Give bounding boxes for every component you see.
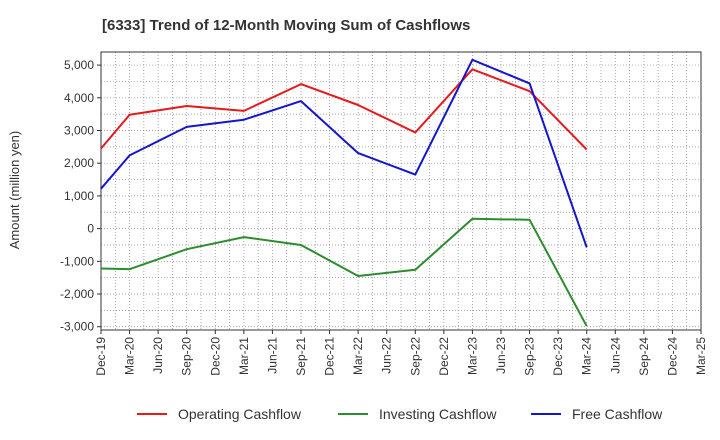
y-tick-label: 0 [87,222,94,236]
operating-cashflow-legend-label: Operating Cashflow [178,406,302,422]
plot-area [100,51,702,331]
x-tick-label: Mar-20 [123,337,137,375]
y-tick-label: 3,000 [64,123,94,137]
x-tick-label: Dec-23 [551,337,565,376]
y-tick-label: 2,000 [64,156,94,170]
x-tick-label: Sep-24 [637,337,651,376]
operating-cashflow-line [100,68,588,151]
x-tick-label: Sep-23 [523,337,537,376]
investing-cashflow-line [100,217,588,327]
x-axis-ticks: Dec-19 Mar-20 Jun-20 Sep-20 Dec-20 Mar-21 Jun-… [94,330,708,376]
y-axis-ticks: 5,000 4,000 3,000 2,000 1,000 0 -1,000 -2,000 -3… [60,58,101,334]
x-tick-label: Jun-22 [380,337,394,374]
x-tick-label: Dec-20 [208,337,222,376]
x-tick-label: Jun-20 [151,337,165,374]
x-tick-label: Jun-24 [608,337,622,374]
y-tick-label: 1,000 [64,189,94,203]
free-cashflow-line [100,58,588,248]
free-cashflow-legend-label: Free Cashflow [572,406,663,422]
series-lines [100,58,588,327]
x-tick-label: Mar-22 [351,337,365,375]
x-tick-label: Mar-24 [580,337,594,375]
x-tick-label: Dec-19 [94,337,108,376]
legend: Operating Cashflow Investing Cashflow Free… [137,406,663,422]
x-tick-label: Mar-23 [465,337,479,375]
y-tick-label: -1,000 [60,254,94,268]
x-tick-label: Sep-21 [294,337,308,376]
x-tick-label: Mar-21 [237,337,251,375]
x-tick-label: Sep-20 [180,337,194,376]
x-tick-label: Jun-23 [494,337,508,374]
investing-cashflow-legend-label: Investing Cashflow [379,406,497,422]
chart-title: [6333] Trend of 12-Month Moving Sum of C… [102,17,470,34]
x-tick-label: Dec-22 [437,337,451,376]
grid [100,52,702,330]
x-tick-label: Mar-25 [694,337,708,375]
y-tick-label: 5,000 [64,58,94,72]
x-tick-label: Sep-22 [408,337,422,376]
y-tick-label: -3,000 [60,320,94,334]
x-tick-label: Jun-21 [265,337,279,374]
y-tick-label: -2,000 [60,287,94,301]
y-tick-label: 4,000 [64,91,94,105]
x-tick-label: Dec-21 [323,337,337,376]
y-axis-label: Amount (million yen) [7,131,22,250]
x-tick-label: Dec-24 [665,337,679,376]
